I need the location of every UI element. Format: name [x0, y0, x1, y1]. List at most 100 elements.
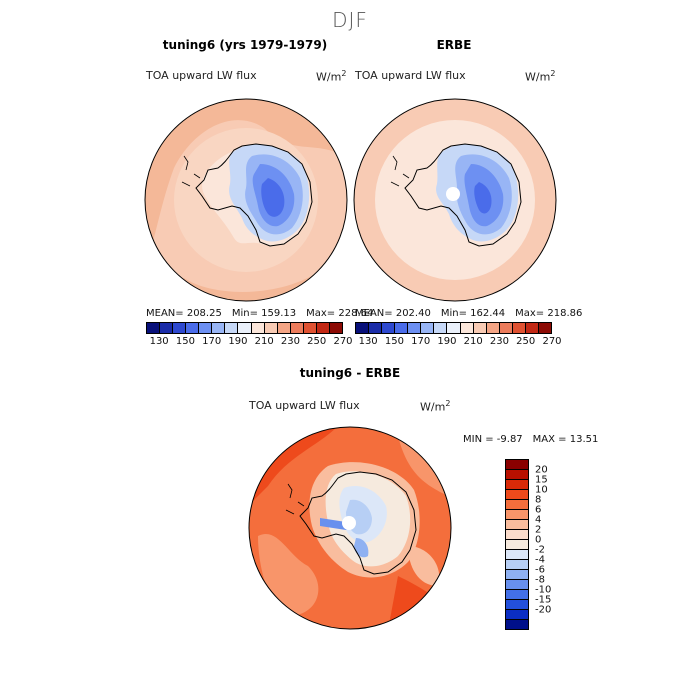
colorbar-tick-label: 10	[535, 484, 548, 496]
panel1-colorbar: 130 150 170 190 210 230 250 270	[146, 322, 353, 347]
colorbar-tick-label: 250	[307, 336, 327, 347]
colorbar-tick-label: -15	[535, 594, 552, 606]
colorbar-tick-label: 190	[228, 336, 248, 347]
panel3-unit-label: W/m2	[420, 399, 451, 414]
colorbar-swatch	[506, 490, 528, 500]
colorbar-swatch	[408, 323, 422, 333]
figure-title: DJF	[332, 8, 368, 32]
colorbar-swatch	[538, 323, 551, 333]
colorbar-tick-label: 2	[535, 524, 542, 536]
panel2-colorbar-ticks: 130 150 170 190 210 230 250 270	[355, 334, 562, 347]
panel1-min: Min= 159.13	[231, 308, 297, 319]
colorbar-swatch	[506, 620, 528, 629]
colorbar-tick-label: 170	[411, 336, 431, 347]
colorbar-swatch	[199, 323, 213, 333]
colorbar-swatch	[486, 323, 500, 333]
panel2-variable-label: TOA upward LW flux	[355, 69, 466, 82]
panel3-colorbar: 20 15 10 8 6 4 2 0 -2 -4 -6 -8 -10 -15 -20	[505, 459, 551, 630]
panel1-title: tuning6 (yrs 1979-1979)	[162, 38, 328, 52]
colorbar-swatch	[506, 590, 528, 600]
colorbar-swatch	[421, 323, 435, 333]
panel2-min: Min= 162.44	[440, 308, 506, 319]
colorbar-tick-label: 210	[463, 336, 483, 347]
panel1-colorbar-strip	[146, 322, 343, 334]
panel3-stats: MIN = -9.87 MAX = 13.51	[463, 434, 608, 445]
panel2-title: ERBE	[436, 38, 472, 52]
colorbar-tick-label: 250	[516, 336, 536, 347]
panel3-colorbar-strip	[505, 459, 529, 630]
colorbar-tick-label: -6	[535, 564, 545, 576]
panel1-colorbar-ticks: 130 150 170 190 210 230 250 270	[146, 334, 353, 347]
colorbar-swatch	[382, 323, 396, 333]
colorbar-swatch	[512, 323, 526, 333]
panel2-mean: MEAN= 202.40	[355, 308, 431, 319]
colorbar-swatch	[329, 323, 342, 333]
colorbar-tick-label: 230	[280, 336, 300, 347]
panel3-variable-label: TOA upward LW flux	[249, 399, 360, 412]
panel2-stats: MEAN= 202.40 Min= 162.44 Max= 218.86	[355, 308, 592, 319]
colorbar-swatch	[506, 540, 528, 550]
colorbar-swatch	[499, 323, 513, 333]
colorbar-tick-label: -8	[535, 574, 545, 586]
panel2-unit-label: W/m2	[525, 69, 556, 84]
colorbar-swatch	[506, 550, 528, 560]
colorbar-swatch	[369, 323, 383, 333]
colorbar-swatch	[303, 323, 317, 333]
colorbar-swatch	[506, 570, 528, 580]
colorbar-swatch	[506, 460, 528, 470]
colorbar-tick-label: 15	[535, 474, 548, 486]
panel2-polar-map	[353, 98, 557, 302]
panel2-colorbar: 130 150 170 190 210 230 250 270	[355, 322, 562, 347]
colorbar-swatch	[506, 470, 528, 480]
colorbar-tick-label: 230	[489, 336, 509, 347]
colorbar-swatch	[506, 520, 528, 530]
colorbar-tick-label: -10	[535, 584, 552, 596]
panel1-max: Max= 228.64	[306, 308, 374, 319]
colorbar-tick-label: -2	[535, 544, 545, 556]
colorbar-swatch	[147, 323, 161, 333]
colorbar-swatch	[251, 323, 265, 333]
colorbar-swatch	[473, 323, 487, 333]
colorbar-swatch	[277, 323, 291, 333]
colorbar-swatch	[506, 510, 528, 520]
panel1-unit-label: W/m2	[316, 69, 347, 84]
colorbar-tick-label: 170	[202, 336, 222, 347]
colorbar-swatch	[434, 323, 448, 333]
panel3-polar-map	[248, 426, 452, 630]
colorbar-swatch	[264, 323, 278, 333]
colorbar-swatch	[506, 500, 528, 510]
colorbar-swatch	[506, 480, 528, 490]
colorbar-tick-label: 4	[535, 514, 542, 526]
panel3-title: tuning6 - ERBE	[299, 366, 401, 380]
colorbar-swatch	[506, 610, 528, 620]
colorbar-swatch	[173, 323, 187, 333]
colorbar-tick-label: 270	[542, 336, 562, 347]
panel1-polar-map	[144, 98, 348, 302]
colorbar-tick-label: 270	[333, 336, 353, 347]
colorbar-swatch	[460, 323, 474, 333]
colorbar-swatch	[506, 530, 528, 540]
panel1-mean: MEAN= 208.25	[146, 308, 222, 319]
colorbar-swatch	[290, 323, 304, 333]
colorbar-tick-label: 150	[384, 336, 404, 347]
colorbar-tick-label: 8	[535, 494, 542, 506]
panel1-variable-label: TOA upward LW flux	[146, 69, 257, 82]
colorbar-tick-label: 0	[535, 534, 542, 546]
colorbar-swatch	[506, 560, 528, 570]
colorbar-swatch	[225, 323, 239, 333]
colorbar-swatch	[356, 323, 370, 333]
colorbar-tick-label: -4	[535, 554, 545, 566]
colorbar-tick-label: 130	[149, 336, 169, 347]
colorbar-swatch	[506, 580, 528, 590]
colorbar-swatch	[447, 323, 461, 333]
colorbar-tick-label: 210	[254, 336, 274, 347]
panel2-colorbar-strip	[355, 322, 552, 334]
colorbar-tick-label: 150	[175, 336, 195, 347]
panel1-stats: MEAN= 208.25 Min= 159.13 Max= 228.64	[146, 308, 383, 319]
colorbar-swatch	[316, 323, 330, 333]
panel3-max: MAX = 13.51	[532, 434, 599, 445]
panel2-max: Max= 218.86	[515, 308, 583, 319]
colorbar-swatch	[506, 600, 528, 610]
colorbar-tick-label: 190	[437, 336, 457, 347]
colorbar-swatch	[395, 323, 409, 333]
